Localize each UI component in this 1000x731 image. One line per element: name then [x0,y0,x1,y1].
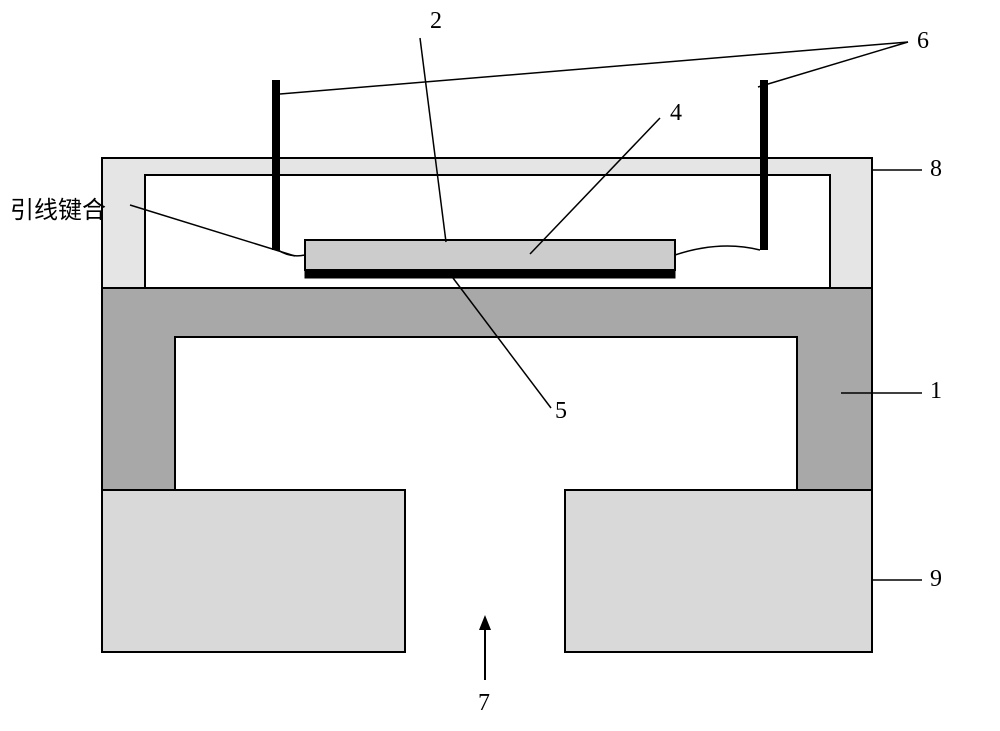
bond-layer [305,270,675,278]
label-9: 9 [930,566,942,593]
wire-bond-right [675,246,760,255]
callout-4-line [530,118,660,254]
label-wire-bonding: 引线键合 [10,190,106,225]
label-2: 2 [430,8,442,35]
label-1: 1 [930,378,942,405]
device-diagram [0,0,1000,731]
lower-block-left [102,490,405,652]
label-7: 7 [478,690,490,717]
callout-wirebond-line [130,205,295,256]
label-5: 5 [555,398,567,425]
arrow-7-head [479,615,491,630]
callout-6-line-a [280,42,908,94]
label-4: 4 [670,100,682,127]
callout-2-line [420,38,446,242]
mid-body [102,288,872,490]
lower-block-right [565,490,872,652]
chip [305,240,675,270]
label-6: 6 [917,28,929,55]
label-8: 8 [930,156,942,183]
pin-left [272,80,280,250]
pin-right [760,80,768,250]
